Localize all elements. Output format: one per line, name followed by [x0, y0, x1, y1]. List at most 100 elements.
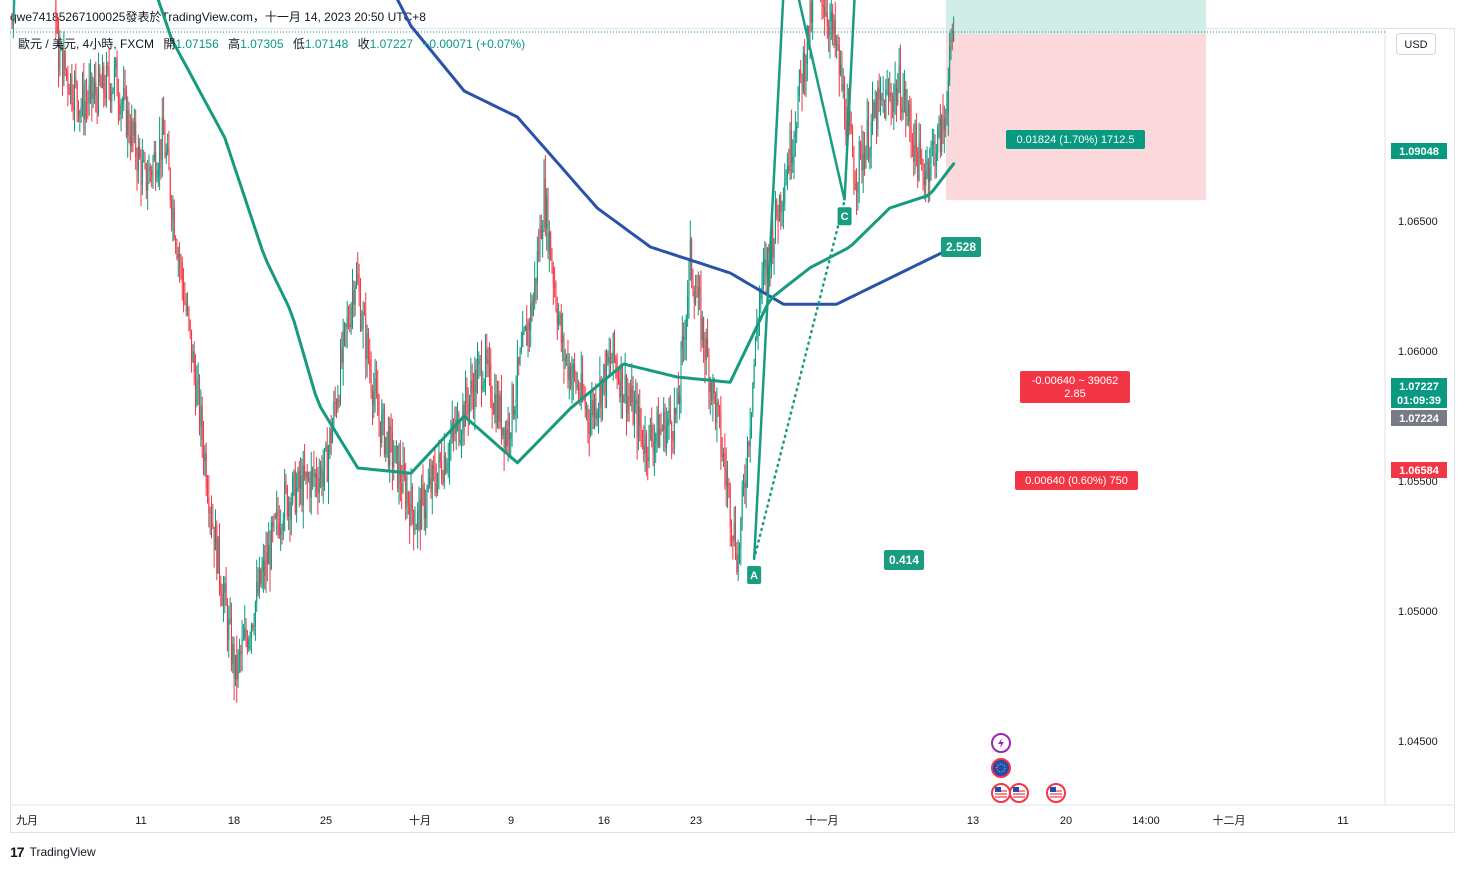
- candle-body: [927, 160, 929, 182]
- candle-body: [204, 452, 206, 462]
- candle-body: [538, 251, 540, 254]
- price-tag-target: 1.09048: [1399, 146, 1439, 158]
- candle-body: [310, 469, 312, 498]
- candle-body: [862, 153, 864, 171]
- candle-body: [774, 200, 776, 239]
- candle-body: [354, 284, 356, 305]
- candle-body: [292, 476, 294, 503]
- candle-body: [93, 82, 95, 93]
- candle-body: [822, 5, 824, 7]
- candle-body: [575, 373, 577, 388]
- candle-body: [81, 83, 83, 107]
- candle-body: [838, 45, 840, 75]
- candle-body: [148, 167, 150, 183]
- candle-body: [834, 19, 836, 46]
- candle-body: [179, 254, 181, 263]
- candle-body: [234, 654, 236, 679]
- symbol-title[interactable]: 歐元 / 美元, 4小時, FXCM: [18, 37, 155, 51]
- candle-body: [689, 239, 691, 263]
- candle-body: [620, 364, 622, 398]
- candle-body: [743, 483, 744, 488]
- candle-body: [913, 145, 915, 162]
- candle-body: [511, 385, 513, 434]
- candle-body: [667, 419, 669, 426]
- y-tick-label: 1.05500: [1398, 476, 1438, 488]
- candle-body: [225, 583, 227, 606]
- candle-body: [576, 385, 578, 388]
- candle-body: [852, 130, 854, 157]
- candle-body: [925, 171, 927, 186]
- candle-body: [260, 569, 262, 585]
- candle-body: [80, 106, 82, 111]
- candle-body: [782, 203, 784, 206]
- candle-body: [503, 427, 505, 449]
- candle-body: [879, 93, 881, 99]
- candle-body: [697, 286, 699, 298]
- candle-body: [389, 425, 391, 466]
- candle-body: [151, 171, 153, 176]
- candle-body: [688, 262, 690, 298]
- candle-body: [797, 95, 799, 127]
- candle-body: [145, 163, 147, 191]
- candle-body: [785, 179, 787, 186]
- x-tick-label: 20: [1060, 815, 1072, 827]
- candle-body: [131, 121, 133, 146]
- candle-body: [530, 302, 532, 331]
- pattern-point-label: C: [841, 211, 849, 223]
- candle-body: [522, 331, 524, 348]
- y-tick-label: 1.06500: [1398, 216, 1438, 228]
- candle-body: [567, 355, 569, 381]
- price-tag-bg: [1391, 410, 1447, 426]
- pattern-point-label: A: [750, 570, 758, 582]
- candle-body: [382, 408, 384, 415]
- candle-body: [534, 278, 536, 300]
- candle-body: [344, 324, 345, 330]
- candle-body: [74, 78, 76, 110]
- candle-body: [76, 82, 78, 102]
- candle-body: [922, 163, 924, 177]
- candle-body: [829, 21, 831, 36]
- candle-body: [556, 308, 558, 325]
- candle-body: [627, 396, 629, 414]
- candle-body: [748, 441, 750, 447]
- chart-frame[interactable]: [10, 28, 1455, 833]
- candle-body: [413, 510, 415, 532]
- candle-body: [929, 167, 931, 182]
- candle-body: [262, 560, 264, 573]
- candle-body: [318, 477, 320, 494]
- candle-body: [378, 415, 380, 422]
- x-tick-label: 18: [228, 815, 240, 827]
- candle-body: [345, 324, 347, 327]
- candle-body: [898, 65, 900, 89]
- candle-body: [409, 504, 411, 525]
- candle-body: [91, 74, 93, 99]
- candle-body: [883, 99, 885, 119]
- candle-body: [660, 428, 662, 430]
- candle-body: [777, 216, 779, 222]
- candle-body: [776, 200, 778, 217]
- candle-body: [473, 390, 475, 410]
- candle-body: [140, 157, 142, 185]
- candle-body: [801, 74, 803, 91]
- candle-body: [906, 112, 908, 116]
- candle-body: [426, 489, 428, 511]
- candle-body: [552, 267, 554, 284]
- candle-body: [193, 351, 195, 373]
- candle-body: [647, 457, 649, 462]
- candle-body: [608, 357, 610, 363]
- candle-body: [786, 165, 788, 180]
- candle-body: [229, 618, 231, 620]
- currency-button[interactable]: USD: [1396, 33, 1436, 55]
- candle-body: [953, 31, 955, 42]
- candle-body: [500, 395, 502, 435]
- candle-body: [187, 308, 189, 312]
- candle-body: [921, 158, 923, 164]
- candle-body: [309, 478, 311, 498]
- candle-body: [572, 363, 574, 378]
- price-tag-bg: [1391, 462, 1447, 478]
- x-tick-label: 14:00: [1132, 815, 1160, 827]
- candle-body: [230, 618, 232, 665]
- candle-body: [860, 141, 862, 145]
- tradingview-logo-icon[interactable]: 17: [10, 844, 25, 860]
